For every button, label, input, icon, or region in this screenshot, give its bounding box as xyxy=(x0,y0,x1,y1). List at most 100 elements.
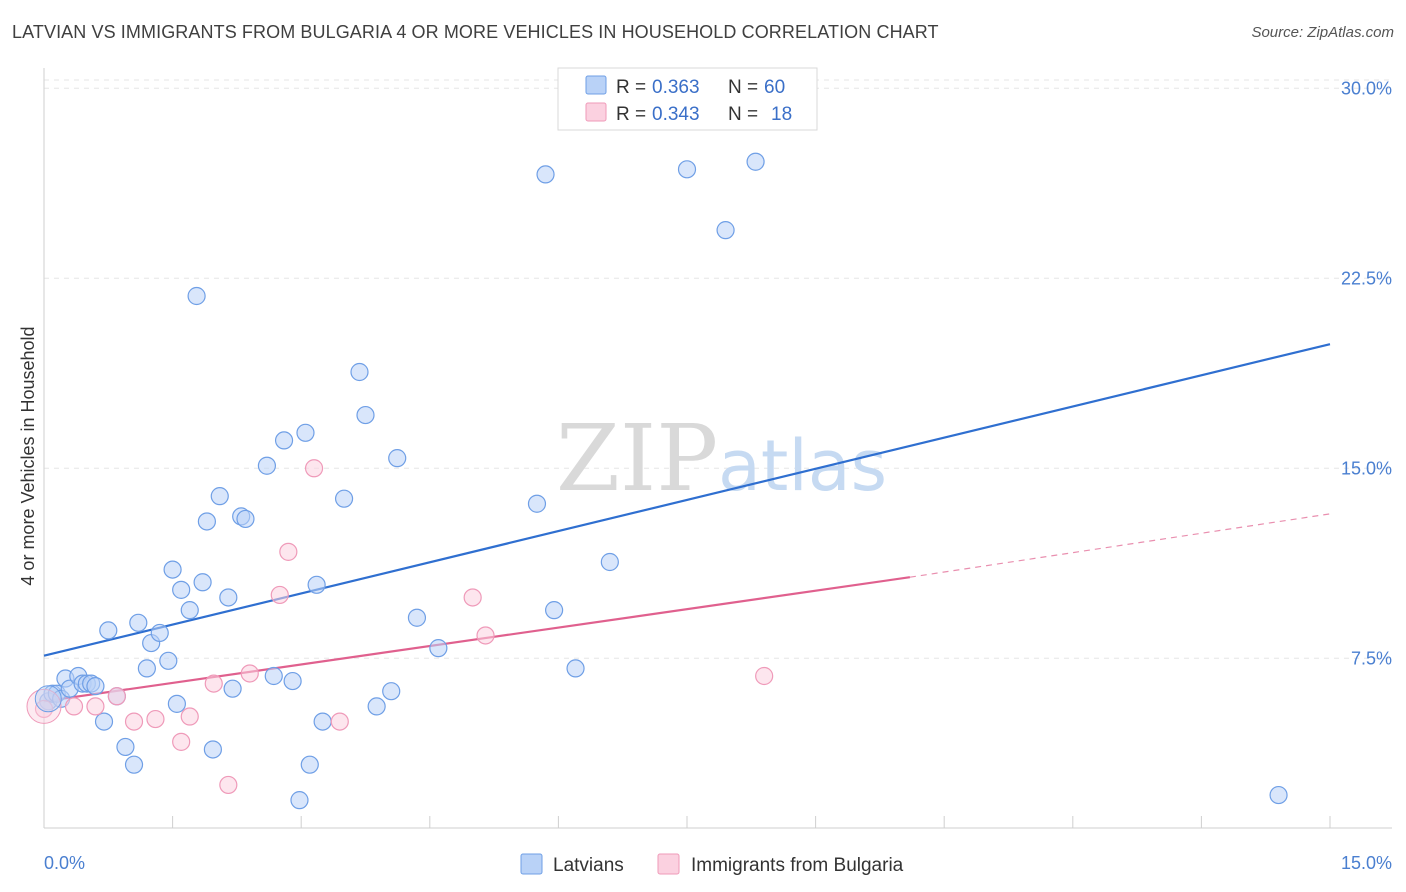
latvians-point xyxy=(527,494,547,513)
legend-r-value-1: 0.363 xyxy=(652,77,700,98)
latvians-point xyxy=(86,677,105,696)
legend-bottom: Latvians Immigrants from Bulgaria xyxy=(520,853,904,876)
latvians-point xyxy=(307,575,326,594)
latvians-point xyxy=(264,666,283,686)
bulgaria-point xyxy=(124,712,144,731)
legend-r-value-2: 0.343 xyxy=(652,104,700,125)
data-points xyxy=(26,152,1288,810)
legend-swatch-latvians xyxy=(585,75,607,95)
latvians-point xyxy=(180,601,199,620)
latvians-point xyxy=(350,362,369,382)
x-tick-labels: 0.0% 15.0% xyxy=(44,853,1392,873)
legend-r-label-2: R = xyxy=(616,104,646,125)
watermark-atlas: atlas xyxy=(718,425,887,507)
watermark-zip: ZIP xyxy=(556,405,718,512)
bulgaria-point xyxy=(463,588,482,607)
bulgaria-point xyxy=(180,707,199,726)
x-tick-label: 15.0% xyxy=(1341,853,1392,873)
chart-title: LATVIAN VS IMMIGRANTS FROM BULGARIA 4 OR… xyxy=(12,22,939,42)
bulgaria-point xyxy=(34,699,54,719)
bulgaria-point xyxy=(476,626,495,645)
x-tick-label: 0.0% xyxy=(44,853,85,873)
legend-n-value-1: 60 xyxy=(764,77,785,98)
bottom-legend-swatch-bulgaria xyxy=(657,853,680,875)
y-tick-label: 15.0% xyxy=(1341,458,1392,478)
bulgaria-point xyxy=(270,585,289,605)
bottom-legend-label-latvians: Latvians xyxy=(553,855,624,876)
x-ticks xyxy=(172,816,1331,828)
latvians-point xyxy=(313,712,332,731)
latvians-point xyxy=(716,221,735,240)
latvians-point xyxy=(203,740,222,759)
y-axis-title: 4 or more Vehicles in Household xyxy=(18,326,38,585)
legend-n-value-2: 18 xyxy=(771,104,792,125)
legend-n-label-2: N = xyxy=(728,104,758,125)
bulgaria-point xyxy=(86,697,105,716)
latvians-cluster-point xyxy=(34,685,62,713)
latvians-point xyxy=(429,639,448,658)
legend-r-label-1: R = xyxy=(616,77,646,98)
latvians-point xyxy=(1269,785,1288,805)
latvians-point xyxy=(163,560,182,579)
bulgaria-point xyxy=(107,687,126,706)
legend-swatch-bulgaria xyxy=(585,102,607,122)
latvians-point xyxy=(197,512,216,531)
latvians-point xyxy=(187,286,206,306)
bulgaria-point xyxy=(64,697,84,716)
latvians-point xyxy=(219,588,238,607)
y-tick-label: 7.5% xyxy=(1351,648,1392,668)
legend-top: R = 0.363 N = 60 R = 0.343 N = 18 xyxy=(557,67,818,131)
bottom-legend-swatch-latvians xyxy=(520,853,543,875)
latvians-point xyxy=(129,613,148,632)
latvians-point xyxy=(116,737,135,757)
bulgaria-point xyxy=(204,674,223,693)
latvians-trend-line xyxy=(43,343,1331,657)
latvians-point xyxy=(124,755,144,774)
bulgaria-point xyxy=(279,542,298,561)
latvians-point xyxy=(356,405,375,425)
latvians-point xyxy=(545,601,564,620)
source-credit: Source: ZipAtlas.com xyxy=(1251,24,1394,41)
latvians-point xyxy=(407,608,427,627)
latvians-point xyxy=(536,165,555,184)
latvians-point xyxy=(566,659,585,678)
latvians-point xyxy=(334,489,354,508)
bulgaria-point xyxy=(219,775,238,795)
latvians-point xyxy=(159,651,178,670)
latvians-point xyxy=(367,697,386,716)
latvians-point xyxy=(210,487,229,506)
latvians-point xyxy=(382,682,401,701)
latvians-point xyxy=(94,712,114,731)
latvians-point xyxy=(167,694,186,713)
y-tick-labels: 7.5% 15.0% 22.5% 30.0% xyxy=(1341,78,1392,668)
bulgaria-trend-line xyxy=(43,576,911,703)
latvians-point xyxy=(223,679,242,698)
latvians-point xyxy=(193,573,212,592)
latvians-point xyxy=(172,580,191,599)
y-tick-label: 30.0% xyxy=(1341,78,1392,98)
bulgaria-trend-extension xyxy=(909,513,1331,578)
grid-lines xyxy=(44,79,1392,659)
bulgaria-point xyxy=(755,666,774,686)
watermark: ZIP atlas xyxy=(556,405,887,512)
latvians-point xyxy=(150,623,169,643)
bulgaria-point xyxy=(146,709,165,729)
bulgaria-point xyxy=(330,712,349,731)
latvians-point xyxy=(274,431,294,450)
legend-n-label-1: N = xyxy=(728,77,758,98)
latvians-point xyxy=(296,423,315,442)
latvians-point xyxy=(236,509,255,529)
latvians-point xyxy=(99,621,118,640)
latvians-point xyxy=(746,152,765,171)
bulgaria-point xyxy=(172,732,191,751)
latvians-point xyxy=(283,671,302,691)
trend-lines xyxy=(43,343,1331,703)
latvians-point xyxy=(290,791,309,810)
bulgaria-point xyxy=(304,459,324,478)
latvians-point xyxy=(257,456,277,475)
bottom-legend-label-bulgaria: Immigrants from Bulgaria xyxy=(691,855,904,876)
y-tick-label: 22.5% xyxy=(1341,268,1392,288)
latvians-point xyxy=(677,160,697,179)
latvians-point xyxy=(600,552,619,572)
